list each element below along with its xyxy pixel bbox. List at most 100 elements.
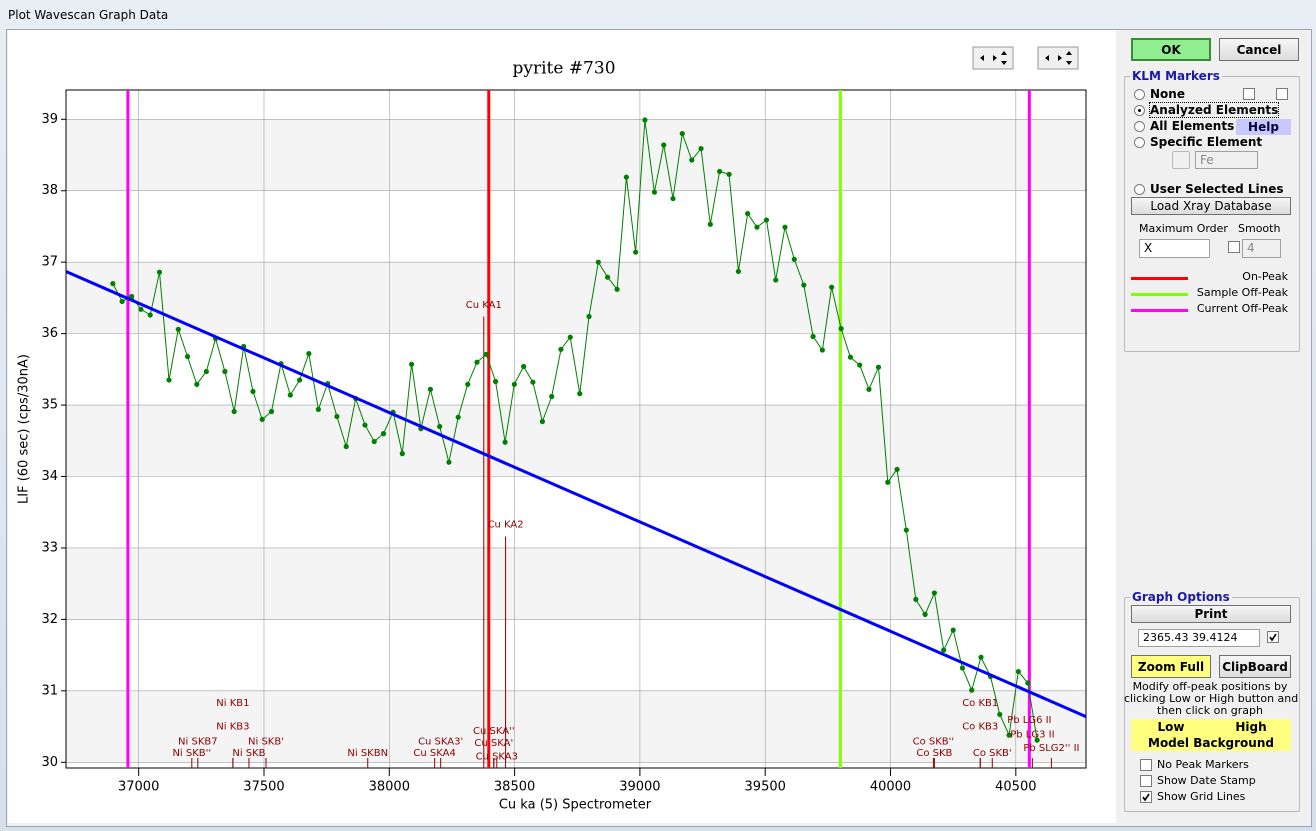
peak-label: Pb LG6 II bbox=[1007, 715, 1051, 726]
y-tick-label: 33 bbox=[41, 540, 58, 555]
data-point bbox=[801, 282, 807, 288]
grid-band bbox=[66, 262, 1086, 334]
peak-label: Ni KB3 bbox=[216, 722, 249, 733]
data-point bbox=[866, 386, 872, 392]
x-tick-label: 40000 bbox=[870, 780, 911, 795]
radio[interactable] bbox=[1134, 121, 1145, 132]
check-label[interactable]: No Peak Markers bbox=[1157, 758, 1249, 771]
high-button[interactable]: High bbox=[1211, 719, 1291, 735]
data-point bbox=[679, 130, 685, 137]
x-tick-label: 40500 bbox=[995, 780, 1036, 795]
peak-label: Cu SKA' bbox=[474, 738, 513, 749]
radio[interactable] bbox=[1134, 105, 1145, 116]
radio-label[interactable]: All Elements bbox=[1150, 119, 1235, 133]
checkbox[interactable] bbox=[1140, 775, 1152, 787]
data-point bbox=[362, 422, 368, 428]
instruction-line: Modify off-peak positions by bbox=[1132, 680, 1288, 693]
user-lines-label[interactable]: User Selected Lines bbox=[1150, 182, 1284, 196]
radio-label[interactable]: Analyzed Elements bbox=[1148, 102, 1280, 118]
peak-label: Ni SKB7 bbox=[178, 737, 218, 748]
data-point bbox=[931, 590, 937, 596]
data-line bbox=[112, 119, 1038, 741]
data-point bbox=[857, 362, 863, 368]
peak-label: Co SKB' bbox=[973, 748, 1012, 759]
data-point bbox=[661, 142, 667, 148]
clipboard-button[interactable]: ClipBoard bbox=[1219, 655, 1291, 678]
radio[interactable] bbox=[1134, 184, 1145, 195]
data-point bbox=[773, 277, 779, 283]
data-point bbox=[717, 168, 723, 175]
data-point bbox=[689, 157, 695, 163]
data-point bbox=[707, 221, 713, 227]
data-point bbox=[334, 413, 340, 420]
data-point bbox=[894, 466, 900, 472]
data-point bbox=[259, 416, 265, 422]
data-point bbox=[810, 333, 816, 340]
data-point bbox=[315, 406, 321, 412]
smooth-label: Smooth bbox=[1238, 222, 1281, 235]
ok-button[interactable]: OK bbox=[1131, 38, 1211, 61]
data-point bbox=[604, 274, 611, 280]
data-point bbox=[408, 361, 415, 367]
data-point bbox=[306, 351, 312, 357]
instruction-line: then click on graph bbox=[1157, 704, 1263, 717]
peak-label: Co KB3 bbox=[962, 722, 998, 733]
radio-label[interactable]: Specific Element bbox=[1150, 135, 1263, 149]
grid-band bbox=[66, 405, 1086, 477]
data-point bbox=[745, 210, 751, 217]
radio[interactable] bbox=[1134, 89, 1145, 100]
print-button[interactable]: Print bbox=[1131, 605, 1291, 623]
data-point bbox=[184, 353, 191, 360]
low-button[interactable]: Low bbox=[1131, 719, 1211, 735]
coords-field[interactable]: 2365.43 39.4124 bbox=[1138, 629, 1260, 647]
grid-band bbox=[66, 119, 1086, 191]
check-label[interactable]: Show Grid Lines bbox=[1157, 790, 1246, 803]
legend-swatch bbox=[1131, 309, 1188, 312]
load-db-button[interactable]: Load Xray Database bbox=[1131, 197, 1291, 215]
checkbox[interactable] bbox=[1243, 88, 1255, 100]
check-label[interactable]: Show Date Stamp bbox=[1157, 774, 1256, 787]
data-point bbox=[231, 408, 237, 415]
data-point bbox=[997, 711, 1003, 718]
data-point bbox=[959, 665, 966, 671]
checkbox[interactable] bbox=[1140, 791, 1152, 803]
scroll-controls[interactable] bbox=[972, 46, 1079, 70]
data-point bbox=[922, 611, 928, 617]
element-combo[interactable]: Fe bbox=[1195, 151, 1258, 169]
data-point bbox=[343, 443, 349, 450]
max-order-combo[interactable]: X bbox=[1139, 239, 1210, 258]
zoom-full-button[interactable]: Zoom Full bbox=[1131, 655, 1211, 678]
data-point bbox=[623, 174, 629, 180]
fit-line bbox=[66, 270, 1086, 718]
y-tick-label: 35 bbox=[41, 398, 58, 413]
data-point bbox=[978, 654, 984, 660]
peak-label: Ni SKB bbox=[232, 748, 265, 759]
x-tick-label: 38500 bbox=[494, 780, 535, 795]
peak-label: Ni SKBN bbox=[347, 748, 388, 759]
smooth-combo[interactable]: 4 bbox=[1242, 239, 1281, 258]
data-point bbox=[502, 439, 508, 445]
radio-label[interactable]: None bbox=[1150, 87, 1185, 101]
data-point bbox=[549, 393, 555, 400]
data-point bbox=[633, 249, 639, 255]
data-point bbox=[735, 268, 741, 275]
model-background-button[interactable]: Model Background bbox=[1131, 735, 1291, 751]
data-point bbox=[941, 647, 947, 653]
help-button[interactable]: Help bbox=[1236, 119, 1291, 135]
peak-label: Cu SKA4 bbox=[413, 748, 455, 759]
checkbox[interactable] bbox=[1276, 88, 1288, 100]
data-point bbox=[175, 326, 181, 332]
checkbox[interactable] bbox=[1228, 241, 1240, 253]
peak-label: Cu SKA3' bbox=[418, 737, 463, 748]
y-tick-label: 36 bbox=[41, 326, 58, 341]
radio[interactable] bbox=[1134, 137, 1145, 148]
checkbox[interactable] bbox=[1140, 759, 1152, 771]
cancel-button[interactable]: Cancel bbox=[1219, 38, 1299, 61]
instruction-line: clicking Low or High button and bbox=[1124, 692, 1299, 705]
y-tick-label: 37 bbox=[41, 255, 58, 270]
plot-content bbox=[66, 90, 1086, 768]
x-axis-label: Cu ka (5) Spectrometer bbox=[499, 798, 652, 813]
scroll-arrows bbox=[980, 51, 1007, 65]
spinner[interactable] bbox=[1172, 151, 1190, 169]
checkbox[interactable] bbox=[1267, 631, 1279, 643]
